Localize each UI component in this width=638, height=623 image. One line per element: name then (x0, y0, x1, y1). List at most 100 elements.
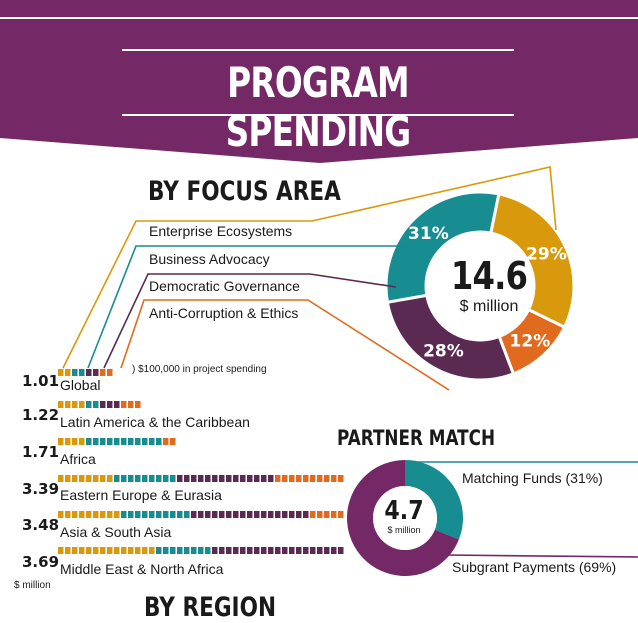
region-block (86, 438, 92, 445)
region-block (121, 475, 127, 482)
region-block (93, 475, 99, 482)
region-block (310, 475, 316, 482)
region-block (72, 547, 78, 554)
banner-background (0, 0, 638, 163)
region-block (100, 511, 106, 518)
region-block (107, 511, 113, 518)
region-label: Middle East & North Africa (60, 561, 224, 577)
region-block (107, 438, 113, 445)
region-block (86, 511, 92, 518)
region-block (86, 475, 92, 482)
region-block (324, 475, 330, 482)
region-block (240, 511, 246, 518)
region-block (331, 511, 337, 518)
region-block (219, 547, 225, 554)
region-block (303, 547, 309, 554)
region-block (72, 438, 78, 445)
region-label: Global (60, 377, 101, 393)
region-block (184, 511, 190, 518)
region-block (142, 547, 148, 554)
region-block (114, 547, 120, 554)
leader-line (103, 273, 397, 369)
region-block (163, 511, 169, 518)
region-block (128, 511, 134, 518)
partner-total-unit: $ million (387, 525, 421, 535)
donut-percent-label: 28% (423, 341, 464, 361)
region-block (65, 511, 71, 518)
partner-leader-line (444, 554, 638, 558)
region-block (296, 475, 302, 482)
region-block (331, 547, 337, 554)
region-block (93, 511, 99, 518)
region-block (107, 369, 113, 376)
region-block (338, 475, 344, 482)
region-block (310, 547, 316, 554)
region-block (114, 401, 120, 408)
region-block (100, 475, 106, 482)
region-block (275, 547, 281, 554)
region-block (268, 547, 274, 554)
region-block (128, 475, 134, 482)
region-block (79, 369, 85, 376)
region-label: Latin America & the Caribbean (60, 414, 250, 430)
region-block (72, 401, 78, 408)
region-block (247, 511, 253, 518)
donut-hole (427, 233, 533, 339)
region-block (317, 547, 323, 554)
region-block (268, 475, 274, 482)
region-block (177, 511, 183, 518)
partner-match-heading: PARTNER MATCH (337, 426, 496, 450)
region-block (261, 511, 267, 518)
donut-percent-label: 12% (510, 332, 551, 352)
region-value: 1.22 (22, 406, 60, 424)
region-block (149, 547, 155, 554)
region-block (72, 475, 78, 482)
region-block (58, 511, 64, 518)
region-block (107, 401, 113, 408)
region-block (135, 547, 141, 554)
region-block (79, 475, 85, 482)
region-block (226, 547, 232, 554)
region-block (289, 475, 295, 482)
region-block (65, 438, 71, 445)
region-block (79, 511, 85, 518)
title-rule-top (122, 49, 514, 51)
region-block (156, 511, 162, 518)
region-block (212, 475, 218, 482)
region-block (128, 401, 134, 408)
region-block (93, 369, 99, 376)
region-block (100, 401, 106, 408)
region-block (65, 401, 71, 408)
region-block (296, 511, 302, 518)
region-block (198, 475, 204, 482)
focus-label-anticorruption: Anti-Corruption & Ethics (149, 305, 299, 321)
region-block (121, 547, 127, 554)
region-block (317, 475, 323, 482)
region-block (93, 547, 99, 554)
leader-line (120, 299, 450, 391)
region-block (198, 511, 204, 518)
region-block (121, 401, 127, 408)
region-block (135, 475, 141, 482)
region-block (219, 511, 225, 518)
leader-line (87, 245, 408, 369)
region-block (296, 547, 302, 554)
region-block (289, 511, 295, 518)
region-block (65, 547, 71, 554)
region-block (135, 438, 141, 445)
region-block (170, 475, 176, 482)
region-block (156, 547, 162, 554)
region-label: Asia & South Asia (60, 524, 172, 540)
region-block (303, 511, 309, 518)
region-unit-note: $ million (14, 580, 51, 591)
region-block (114, 511, 120, 518)
region-block (58, 475, 64, 482)
region-block (72, 369, 78, 376)
region-block (100, 547, 106, 554)
region-block (128, 547, 134, 554)
region-block (93, 438, 99, 445)
partner-total-value: 4.7 (384, 496, 424, 526)
region-value: 3.39 (22, 480, 60, 498)
region-block (233, 475, 239, 482)
